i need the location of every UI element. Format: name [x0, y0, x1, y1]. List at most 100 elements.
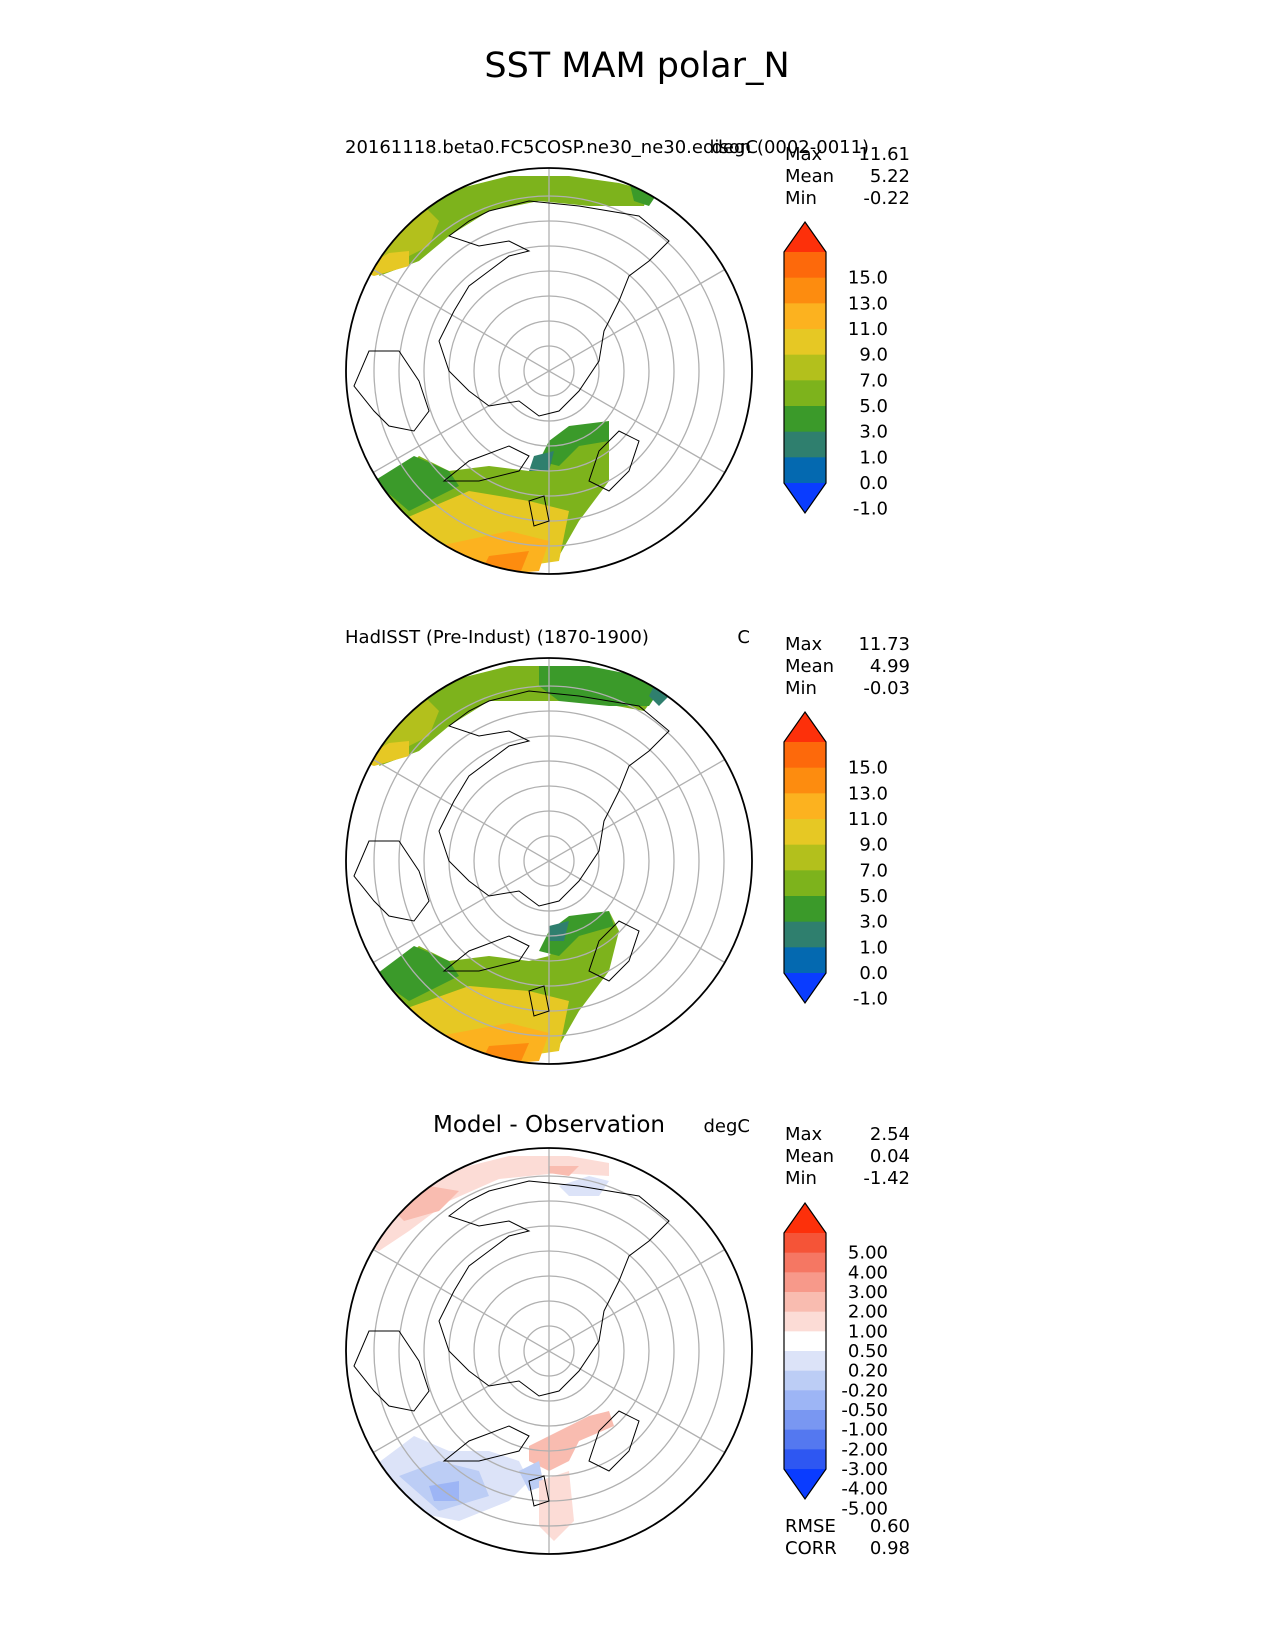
panel-model-boundary — [345, 167, 753, 575]
panel-obs-map — [345, 657, 753, 1065]
stat-label: Max — [785, 634, 823, 655]
colorbar-tick-label: -4.00 — [841, 1479, 888, 1500]
panel-obs-boundary — [345, 657, 753, 1065]
colorbar-tick-label: 0.50 — [848, 1341, 888, 1362]
colorbar-segment — [784, 457, 826, 484]
colorbar-extend-min — [784, 483, 826, 513]
panel-diff-boundary — [345, 1147, 753, 1555]
colorbar-tick-label: -5.00 — [841, 1498, 888, 1519]
panel-model-stats: Max 11.61 Mean 5.22 Min -0.22 — [785, 144, 910, 209]
stat-label: Mean — [785, 656, 834, 677]
colorbar-segment — [784, 303, 826, 330]
metric-value: 0.60 — [870, 1516, 910, 1537]
colorbar-segment — [784, 1370, 826, 1391]
diff-pacific-warm-spot — [549, 1166, 579, 1176]
colorbar-tick-label: 3.0 — [859, 912, 888, 933]
stat-value: -0.22 — [863, 188, 910, 209]
panel-model-colorbar: 15.0 13.0 11.0 9.0 7.0 5.0 3.0 1.0 0.0 -1.0 — [783, 220, 888, 520]
colorbar-segment — [784, 1252, 826, 1273]
stat-label: Mean — [785, 1146, 834, 1167]
stat-value: -1.42 — [863, 1168, 910, 1189]
stat-value: 2.54 — [870, 1124, 910, 1145]
panel-obs-units: C — [737, 627, 750, 648]
stat-label: Min — [785, 678, 817, 699]
stat-value: 4.99 — [870, 656, 910, 677]
diff-nordic-warm — [529, 1411, 614, 1471]
colorbar-tick-label: 13.0 — [848, 293, 888, 314]
colorbar-tick-label: 0.0 — [859, 473, 888, 494]
stat-label: Min — [785, 1168, 817, 1189]
colorbar-extend-max — [784, 222, 826, 252]
colorbar-segment — [784, 1331, 826, 1352]
colorbar-tick-label: 5.0 — [859, 886, 888, 907]
colorbar-tick-label: 1.0 — [859, 447, 888, 468]
panel-diff-title: Model - Observation — [433, 1112, 665, 1138]
colorbar-tick-label: -1.0 — [853, 989, 888, 1010]
diff-ne-atlantic-warm — [539, 1471, 574, 1541]
obs-pacific-cool — [539, 666, 659, 706]
colorbar-segment — [784, 1449, 826, 1470]
colorbar-tick-label: 0.0 — [859, 963, 888, 984]
colorbar-segment — [784, 329, 826, 356]
colorbar-segment — [784, 1272, 826, 1293]
colorbar-tick-label: 4.00 — [848, 1262, 888, 1283]
metric-label: RMSE — [785, 1516, 836, 1537]
panel-model-map — [345, 167, 753, 575]
colorbar-segment — [784, 870, 826, 897]
colorbar-tick-label: 3.0 — [859, 422, 888, 443]
obs-pacific-east — [649, 686, 669, 706]
colorbar-tick-label: -1.0 — [853, 499, 888, 520]
panel-obs-colorbar: 15.0 13.0 11.0 9.0 7.0 5.0 3.0 1.0 0.0 -1.0 — [783, 710, 888, 1010]
colorbar-segment — [784, 896, 826, 923]
figure-title: SST MAM polar_N — [484, 46, 789, 86]
colorbar-segment — [784, 380, 826, 407]
panel-diff: Model - Observation degC — [345, 1112, 910, 1559]
colorbar-tick-label: 11.0 — [848, 809, 888, 830]
panel-obs-stats: Max 11.73 Mean 4.99 Min -0.03 — [785, 634, 910, 699]
colorbar-tick-label: 11.0 — [848, 319, 888, 340]
model-atlantic-north — [374, 456, 459, 511]
colorbar-tick-label: -0.50 — [841, 1400, 888, 1421]
colorbar-segment — [784, 431, 826, 458]
colorbar-tick-label: 9.0 — [859, 835, 888, 856]
colorbar-segment — [784, 921, 826, 948]
panel-model: 20161118.beta0.FC5COSP.ne30_ne30.edison … — [345, 137, 910, 575]
colorbar-extend-max — [784, 1203, 826, 1233]
colorbar-tick-label: 15.0 — [848, 758, 888, 779]
model-pacific-band — [379, 176, 649, 276]
stat-label: Max — [785, 1124, 823, 1145]
stat-label: Mean — [785, 166, 834, 187]
colorbar-tick-label: 2.00 — [848, 1302, 888, 1323]
colorbar-segment — [784, 1351, 826, 1372]
colorbar-tick-label: 7.0 — [859, 370, 888, 391]
panel-model-units: degC — [712, 137, 759, 158]
colorbar-tick-label: -3.00 — [841, 1459, 888, 1480]
stat-value: 11.61 — [858, 144, 910, 165]
stat-value: 11.73 — [858, 634, 910, 655]
panel-obs-title: HadISST (Pre-Indust) (1870-1900) — [345, 627, 649, 648]
diff-pacific-cool — [559, 1176, 609, 1196]
panel-diff-units: degC — [704, 1116, 751, 1137]
colorbar-tick-label: 5.00 — [848, 1243, 888, 1264]
colorbar-tick-label: 9.0 — [859, 345, 888, 366]
colorbar-outline — [783, 220, 827, 515]
colorbar-tick-label: 0.20 — [848, 1361, 888, 1382]
colorbar-tick-label: 13.0 — [848, 783, 888, 804]
colorbar-segment — [784, 844, 826, 871]
colorbar-tick-label: 7.0 — [859, 860, 888, 881]
panel-diff-coastlines — [353, 1180, 670, 1507]
panel-obs: HadISST (Pre-Indust) (1870-1900) C — [345, 627, 910, 1065]
obs-nordic-seas — [539, 911, 614, 956]
diff-nordic-cool — [519, 1461, 544, 1491]
metric-label: CORR — [785, 1538, 837, 1559]
panel-obs-coastlines — [353, 690, 670, 1017]
colorbar-tick-label: 1.0 — [859, 937, 888, 958]
colorbar-segment — [784, 252, 826, 279]
stat-value: 0.04 — [870, 1146, 910, 1167]
panel-diff-stats: Max 2.54 Mean 0.04 Min -1.42 — [785, 1124, 910, 1189]
colorbar-outline — [783, 710, 827, 1005]
colorbar-segment — [784, 1311, 826, 1332]
colorbar-tick-label: -2.00 — [841, 1439, 888, 1460]
colorbar-segment — [784, 742, 826, 769]
